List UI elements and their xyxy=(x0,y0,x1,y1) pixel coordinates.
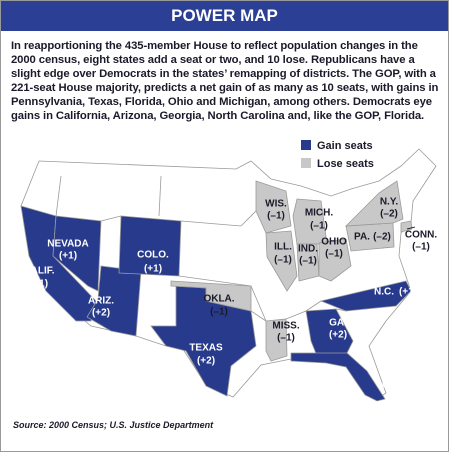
state-name: CONN. xyxy=(405,230,437,241)
state-name: WIS. xyxy=(265,199,287,210)
leader-line xyxy=(406,226,416,230)
state-okla xyxy=(170,280,252,312)
legend-label: Lose seats xyxy=(317,158,374,170)
state-fla xyxy=(290,352,386,402)
state-name: FLA. xyxy=(380,366,402,377)
state-name: MISS. xyxy=(272,321,299,332)
state-miss xyxy=(265,318,288,362)
state-change: (–1) xyxy=(274,255,292,266)
state-change: (+1) xyxy=(399,287,417,298)
state-name: MICH. xyxy=(305,208,334,219)
legend-label: Gain seats xyxy=(317,140,373,152)
state-change: (–1) xyxy=(412,242,430,253)
state-ill xyxy=(265,230,298,292)
state-ny xyxy=(344,180,404,227)
state-change: (+1) xyxy=(30,279,48,290)
intro-text: In reapportioning the 435-member House t… xyxy=(11,40,439,122)
state-change: (–1) xyxy=(299,256,317,267)
state-name: PA. xyxy=(354,232,370,243)
state-name: OHIO xyxy=(321,237,347,248)
state-nevada xyxy=(52,215,102,292)
state-change: (+1) xyxy=(59,251,77,262)
state-change: (+2) xyxy=(197,356,215,367)
state-name: N.Y. xyxy=(380,197,399,208)
state-nc xyxy=(319,280,412,312)
header-title: POWER MAP xyxy=(1,1,448,31)
state-change: (–2) xyxy=(380,209,398,220)
state-name: N.C. xyxy=(374,287,394,298)
map-shapes xyxy=(20,148,437,402)
state-change: (–2) xyxy=(373,232,391,243)
state-change: (+2) xyxy=(382,378,400,389)
state-name: IND. xyxy=(298,244,318,255)
state-name: GA. xyxy=(329,318,347,329)
state-name: TEXAS xyxy=(189,343,223,354)
state-conn xyxy=(400,220,413,233)
state-change: (–1) xyxy=(310,221,328,232)
state-name: NEVADA xyxy=(47,239,88,250)
state-change: (–1) xyxy=(210,307,228,318)
state-change: (+2) xyxy=(329,330,347,341)
state-name: COLO. xyxy=(137,250,169,261)
legend: Gain seats Lose seats xyxy=(301,140,374,170)
state-wis xyxy=(255,180,292,234)
state-colo xyxy=(118,215,182,277)
source-note: Source: 2000 Census; U.S. Justice Depart… xyxy=(13,420,214,430)
state-name: ILL. xyxy=(274,242,292,253)
state-change: (–1) xyxy=(267,211,285,222)
state-name: OKLA. xyxy=(203,294,234,305)
state-name: ARIZ. xyxy=(88,296,114,307)
legend-swatch xyxy=(301,158,311,168)
state-change: (–1) xyxy=(325,249,343,260)
state-change: (–1) xyxy=(277,333,295,344)
state-change: (+1) xyxy=(144,264,162,275)
state-name: CALIF. xyxy=(23,266,54,277)
state-labels: NEVADA (+1) CALIF. (+1) ARIZ. (+2) COLO.… xyxy=(23,197,437,389)
legend-swatch xyxy=(301,140,311,150)
state-ohio xyxy=(318,238,352,282)
state-change: (+2) xyxy=(92,308,110,319)
